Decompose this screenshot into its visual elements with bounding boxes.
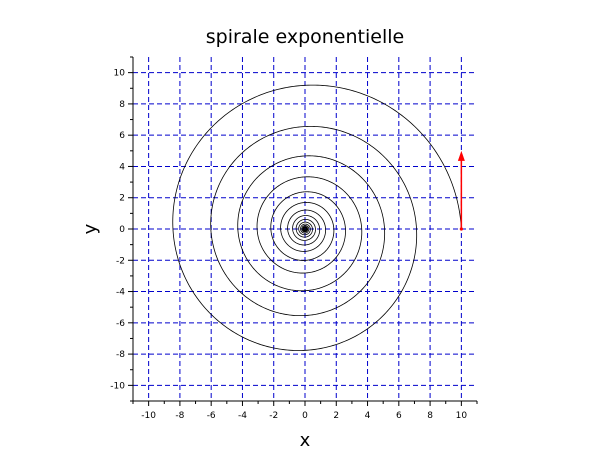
- x-tick-label: 6: [396, 411, 402, 421]
- y-tick-label: 4: [119, 162, 125, 172]
- y-tick-label: 8: [119, 100, 125, 110]
- arrow-head: [457, 150, 465, 161]
- x-tick-label: 8: [427, 411, 433, 421]
- y-axis-label: y: [80, 223, 101, 234]
- axes: -10 -8 -6 -4 -2 0 2 4 6 8 10 -10 -8 -6 -4 -2 0 2 4 6 8 10: [110, 56, 478, 421]
- spiral-curve: [172, 84, 462, 351]
- grid: [133, 57, 477, 401]
- x-tick-label: 4: [365, 411, 371, 421]
- x-tick-label: 10: [456, 411, 468, 421]
- y-tick-label: -8: [116, 350, 125, 360]
- y-tick-label: -6: [116, 319, 125, 329]
- y-tick-label: -4: [116, 288, 125, 298]
- y-tick-label: -2: [116, 256, 125, 266]
- x-tick-label: -8: [175, 411, 184, 421]
- x-tick-label: -6: [207, 411, 216, 421]
- spiral-series: [172, 84, 462, 351]
- x-tick-label: -2: [269, 411, 278, 421]
- y-tick-label: 6: [119, 131, 125, 141]
- y-tick-label: 2: [119, 194, 125, 204]
- x-tick-label: -4: [238, 411, 247, 421]
- x-tick-label: 2: [333, 411, 339, 421]
- y-tick-label: 10: [114, 69, 126, 79]
- x-axis-label: x: [300, 430, 311, 451]
- y-tick-label: 0: [119, 225, 125, 235]
- chart-title: spirale exponentielle: [206, 26, 404, 48]
- x-tick-label: -10: [141, 411, 156, 421]
- x-tick-label: 0: [302, 411, 308, 421]
- annotations: [457, 150, 465, 231]
- y-tick-label: -10: [110, 381, 125, 391]
- arrow-origin: [459, 227, 463, 231]
